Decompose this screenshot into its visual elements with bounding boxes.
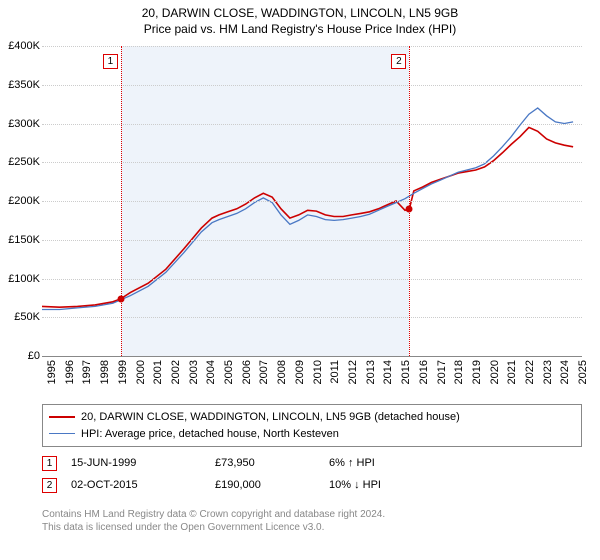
x-axis-label: 2020 bbox=[489, 360, 501, 384]
legend-item: 20, DARWIN CLOSE, WADDINGTON, LINCOLN, L… bbox=[49, 409, 575, 426]
x-axis-label: 1998 bbox=[99, 360, 111, 384]
gridline bbox=[42, 201, 582, 202]
x-axis-label: 2024 bbox=[559, 360, 571, 384]
x-axis-label: 1999 bbox=[117, 360, 129, 384]
gridline bbox=[42, 85, 582, 86]
y-axis-label: £150K bbox=[2, 234, 40, 246]
x-axis-label: 2014 bbox=[382, 360, 394, 384]
transaction-date: 02-OCT-2015 bbox=[71, 479, 201, 491]
x-axis-label: 2025 bbox=[577, 360, 589, 384]
chart-subtitle: Price paid vs. HM Land Registry's House … bbox=[0, 20, 600, 36]
y-axis-label: £0 bbox=[2, 350, 40, 362]
x-axis-label: 2021 bbox=[506, 360, 518, 384]
legend-swatch bbox=[49, 433, 75, 434]
chart-container: 20, DARWIN CLOSE, WADDINGTON, LINCOLN, L… bbox=[0, 0, 600, 560]
legend-label: 20, DARWIN CLOSE, WADDINGTON, LINCOLN, L… bbox=[81, 409, 460, 426]
y-axis-label: £350K bbox=[2, 79, 40, 91]
x-axis-label: 2012 bbox=[347, 360, 359, 384]
legend-label: HPI: Average price, detached house, Nort… bbox=[81, 426, 339, 443]
gridline bbox=[42, 240, 582, 241]
gridline bbox=[42, 162, 582, 163]
transaction-price: £190,000 bbox=[215, 479, 315, 491]
event-line bbox=[121, 46, 122, 356]
x-axis-label: 2023 bbox=[542, 360, 554, 384]
y-axis-label: £100K bbox=[2, 273, 40, 285]
x-axis-label: 2006 bbox=[241, 360, 253, 384]
gridline bbox=[42, 46, 582, 47]
y-axis-label: £50K bbox=[2, 311, 40, 323]
transaction-diff: 10% ↓ HPI bbox=[329, 479, 449, 491]
x-axis-label: 2001 bbox=[152, 360, 164, 384]
event-dot bbox=[117, 295, 124, 302]
gridline bbox=[42, 124, 582, 125]
transaction-marker: 1 bbox=[42, 456, 57, 471]
x-axis-label: 2017 bbox=[436, 360, 448, 384]
y-axis-label: £300K bbox=[2, 118, 40, 130]
chart-title: 20, DARWIN CLOSE, WADDINGTON, LINCOLN, L… bbox=[0, 0, 600, 20]
x-axis-label: 2005 bbox=[223, 360, 235, 384]
x-axis-label: 2007 bbox=[258, 360, 270, 384]
gridline bbox=[42, 317, 582, 318]
transaction-table: 1 15-JUN-1999 £73,950 6% ↑ HPI 2 02-OCT-2015 £… bbox=[42, 452, 582, 496]
legend-swatch bbox=[49, 416, 75, 418]
transaction-marker: 2 bbox=[42, 478, 57, 493]
x-axis-label: 1997 bbox=[81, 360, 93, 384]
plot-area: 12 bbox=[42, 46, 582, 357]
event-dot bbox=[406, 205, 413, 212]
y-axis-label: £400K bbox=[2, 40, 40, 52]
credit-line-1: Contains HM Land Registry data © Crown c… bbox=[42, 509, 385, 520]
x-axis-label: 2011 bbox=[329, 360, 341, 384]
transaction-row: 1 15-JUN-1999 £73,950 6% ↑ HPI bbox=[42, 452, 582, 474]
x-axis-label: 1995 bbox=[46, 360, 58, 384]
x-axis-label: 2000 bbox=[135, 360, 147, 384]
x-axis-label: 2019 bbox=[471, 360, 483, 384]
transaction-row: 2 02-OCT-2015 £190,000 10% ↓ HPI bbox=[42, 474, 582, 496]
x-axis-label: 2009 bbox=[294, 360, 306, 384]
event-marker: 2 bbox=[391, 54, 406, 69]
credit-text: Contains HM Land Registry data © Crown c… bbox=[42, 508, 582, 534]
event-marker: 1 bbox=[103, 54, 118, 69]
event-line bbox=[409, 46, 410, 356]
x-axis-label: 2002 bbox=[170, 360, 182, 384]
x-axis-label: 2008 bbox=[276, 360, 288, 384]
x-axis-label: 2004 bbox=[205, 360, 217, 384]
credit-line-2: This data is licensed under the Open Gov… bbox=[42, 522, 324, 533]
x-axis-label: 2016 bbox=[418, 360, 430, 384]
transaction-date: 15-JUN-1999 bbox=[71, 457, 201, 469]
x-axis-label: 2022 bbox=[524, 360, 536, 384]
x-axis-label: 1996 bbox=[64, 360, 76, 384]
legend-item: HPI: Average price, detached house, Nort… bbox=[49, 426, 575, 443]
legend: 20, DARWIN CLOSE, WADDINGTON, LINCOLN, L… bbox=[42, 404, 582, 447]
transaction-price: £73,950 bbox=[215, 457, 315, 469]
transaction-diff: 6% ↑ HPI bbox=[329, 457, 449, 469]
gridline bbox=[42, 279, 582, 280]
y-axis-label: £250K bbox=[2, 156, 40, 168]
x-axis-label: 2013 bbox=[365, 360, 377, 384]
x-axis-label: 2010 bbox=[312, 360, 324, 384]
y-axis-label: £200K bbox=[2, 195, 40, 207]
x-axis-label: 2003 bbox=[188, 360, 200, 384]
x-axis-label: 2015 bbox=[400, 360, 412, 384]
x-axis-label: 2018 bbox=[453, 360, 465, 384]
